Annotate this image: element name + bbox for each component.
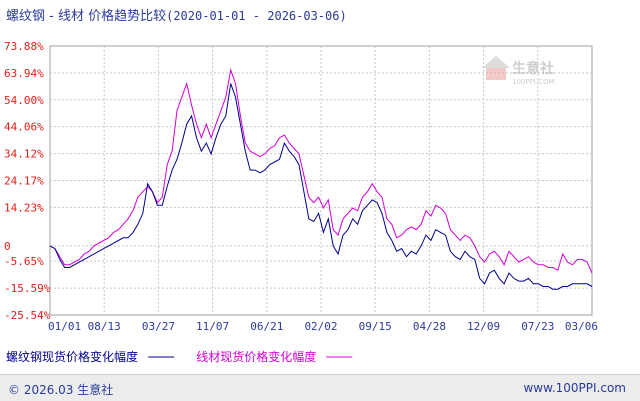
x-tick-label: 01/01 [48, 320, 81, 333]
watermark-text: 生意社 [512, 60, 554, 77]
legend-label: 线材现货价格变化幅度 [196, 349, 316, 364]
x-tick-label: 07/23 [521, 320, 554, 333]
grid-lines [50, 46, 592, 315]
title-text: 螺纹钢 - 线材 价格趋势比较 [6, 8, 166, 24]
series-lines [49, 68, 593, 290]
legend-label: 螺纹钢现货价格变化幅度 [6, 349, 138, 364]
y-tick-label: 24.17% [4, 175, 44, 188]
legend: 螺纹钢现货价格变化幅度 线材现货价格变化幅度 [6, 349, 353, 364]
y-tick-label: 34.12% [4, 148, 44, 161]
y-tick-label: 0 [4, 240, 11, 253]
x-tick-label: 11/07 [196, 320, 229, 333]
y-tick-label: 73.88% [4, 40, 44, 53]
y-tick-label: 14.23% [4, 201, 44, 214]
house-body-icon [486, 68, 506, 80]
watermark-url: 100PPI.COM [512, 78, 555, 86]
x-tick-label: 12/09 [467, 320, 500, 333]
x-tick-label: 02/02 [304, 320, 337, 333]
footer-bar: © 2026.03 生意社 www.100PPI.com [0, 374, 640, 401]
date-range-text: (2020-01-01 - 2026-03-06) [166, 9, 347, 23]
x-tick-label: 03/27 [142, 320, 175, 333]
y-tick-label: 44.06% [4, 121, 44, 134]
chart-title: 螺纹钢 - 线材 价格趋势比较(2020-01-01 - 2026-03-06) [6, 8, 347, 24]
x-tick-label: 06/21 [250, 320, 283, 333]
price-trend-chart: 螺纹钢 - 线材 价格趋势比较(2020-01-01 - 2026-03-06)… [4, 8, 598, 364]
x-tick-label: 08/13 [88, 320, 121, 333]
site-link[interactable]: www.100PPI.com [523, 381, 626, 395]
watermark-logo: 生意社 100PPI.COM [482, 56, 555, 86]
y-axis: 73.88% 63.94% 54.00% 44.06% 34.12% 24.17% 14.2… [4, 40, 51, 322]
house-icon [482, 56, 510, 68]
x-tick-label: 03/06 [565, 320, 598, 333]
copyright-text: © 2026.03 生意社 [8, 383, 114, 397]
y-tick-label: -15.59% [4, 282, 51, 295]
y-tick-label: 54.00% [4, 94, 44, 107]
series-line [49, 68, 593, 274]
x-tick-label: 04/28 [413, 320, 446, 333]
y-tick-label: -25.54% [4, 309, 51, 322]
series-line [49, 83, 593, 290]
x-tick-label: 09/15 [359, 320, 392, 333]
y-tick-label: -5.65% [4, 255, 44, 268]
x-axis: 01/01 08/13 03/27 11/07 06/21 02/02 09/15 04/28… [48, 320, 598, 333]
y-tick-label: 63.94% [4, 67, 44, 80]
